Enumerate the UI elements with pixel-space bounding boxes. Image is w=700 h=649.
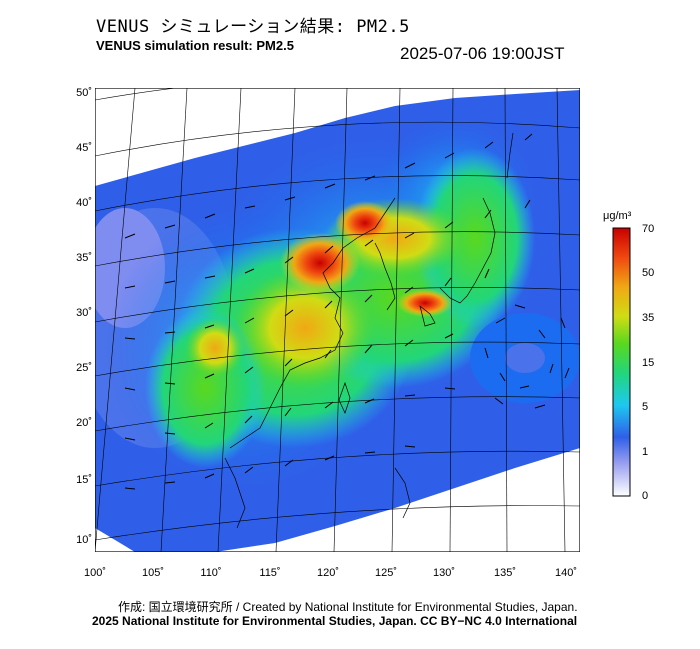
lat-label-35: 35˚ [76,252,92,264]
colorbar-tick-5: 5 [642,401,649,413]
title-jp: VENUS シミュレーション結果: PM2.5 [96,17,410,37]
credit-line: 作成: 国立環境研究所 / Created by National Instit… [118,600,578,614]
colorbar-tick-35: 35 [642,312,655,324]
colorbar-tick-70: 70 [642,223,655,235]
lon-label-135: 135˚ [493,567,517,579]
colorbar-tick-50: 50 [642,267,655,279]
lon-label-120: 120˚ [316,567,340,579]
lat-label-50: 50˚ [76,87,92,99]
lon-label-105: 105˚ [141,567,165,579]
title-en: VENUS simulation result: PM2.5 [96,38,294,53]
colorbar-tick-0: 0 [642,490,649,502]
lon-label-130: 130˚ [432,567,456,579]
colorbar-tick-15: 15 [642,357,655,369]
lat-label-10: 10˚ [76,534,92,546]
lat-label-15: 15˚ [76,474,92,486]
map-panel [95,88,580,552]
license-line: 2025 National Institute for Environmenta… [92,614,578,628]
lon-label-125: 125˚ [374,567,398,579]
lon-label-140: 140˚ [554,567,578,579]
lon-label-115: 115˚ [259,567,281,579]
lat-label-40: 40˚ [76,197,92,209]
lat-label-45: 45˚ [76,142,92,154]
lat-label-20: 20˚ [76,417,92,429]
graticule [95,88,580,552]
lat-label-25: 25˚ [76,362,92,374]
lon-label-110: 110˚ [200,567,222,579]
colorbar-unit: μg/m³ [603,210,632,222]
coastlines [224,132,514,529]
lon-label-100: 100˚ [83,567,107,579]
lat-label-30: 30˚ [76,307,92,319]
wind-vectors [124,133,570,490]
timestamp: 2025-07-06 19:00JST [400,44,565,63]
colorbar [612,227,631,497]
colorbar-tick-1: 1 [642,446,649,458]
